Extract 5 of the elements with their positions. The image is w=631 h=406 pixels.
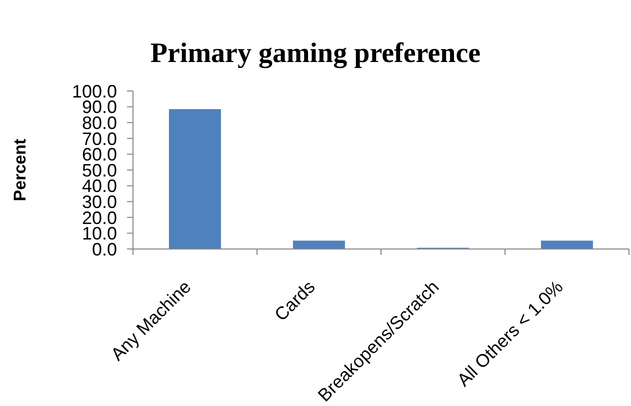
bar bbox=[540, 240, 593, 249]
chart-title: Primary gaming preference bbox=[149, 38, 482, 70]
y-axis-title: Percent bbox=[10, 138, 30, 202]
bar bbox=[292, 240, 345, 249]
bar bbox=[168, 109, 221, 249]
